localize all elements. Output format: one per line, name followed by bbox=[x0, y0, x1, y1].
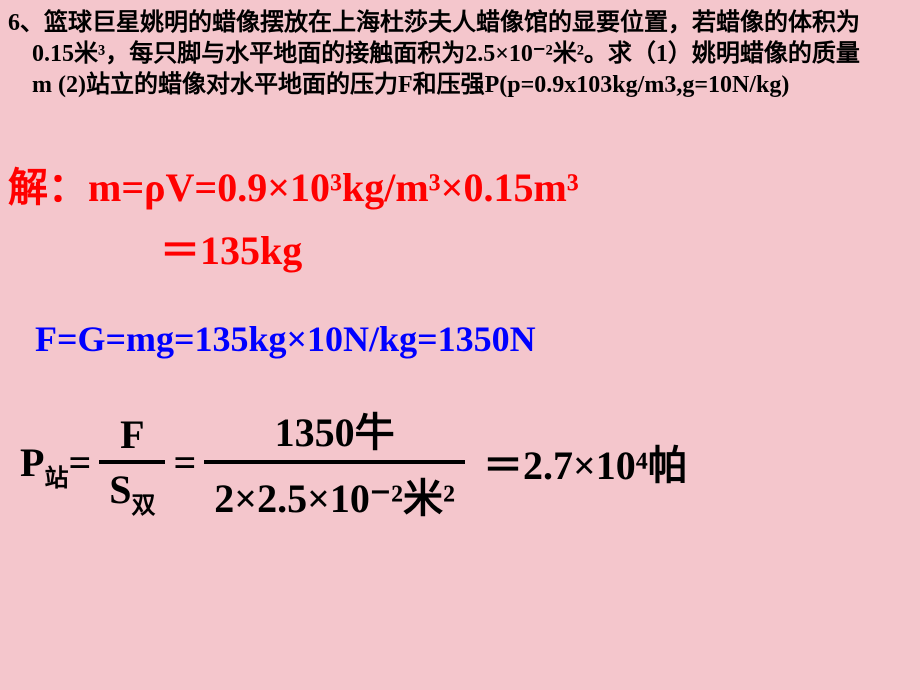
force-formula: F=G=mg=135kg×10N/kg=1350N bbox=[35, 318, 536, 360]
pressure-result: 2.7×10⁴帕 bbox=[523, 433, 688, 491]
equals-1: = bbox=[68, 439, 91, 486]
frac1-denominator: S双 bbox=[99, 464, 165, 513]
equals-3: ＝ bbox=[483, 433, 523, 491]
solution-mass-result: ＝135kg bbox=[160, 218, 302, 276]
question-text: 6、篮球巨星姚明的蜡像摆放在上海杜莎夫人蜡像馆的显要位置，若蜡像的体积为 0.1… bbox=[8, 8, 900, 102]
frac2-denominator: 2×2.5×10⁻²米² bbox=[204, 464, 465, 524]
frac2-numerator: 1350牛 bbox=[265, 400, 405, 460]
question-line2: 0.15米³，每只脚与水平地面的接触面积为2.5×10⁻²米²。求（1）姚明蜡像… bbox=[32, 41, 860, 67]
question-line1: 篮球巨星姚明的蜡像摆放在上海杜莎夫人蜡像馆的显要位置，若蜡像的体积为 bbox=[44, 10, 860, 36]
pressure-formula: P站 = F S双 = 1350牛 2×2.5×10⁻²米² ＝ 2.7×10⁴… bbox=[20, 400, 688, 524]
p-subscript: 站 bbox=[44, 458, 68, 493]
fraction-fs: F S双 bbox=[99, 411, 165, 513]
equals-2: = bbox=[173, 439, 196, 486]
frac1-numerator: F bbox=[110, 411, 154, 460]
fraction-values: 1350牛 2×2.5×10⁻²米² bbox=[204, 400, 465, 524]
s-letter: S bbox=[109, 466, 131, 513]
question-number: 6、 bbox=[8, 10, 44, 36]
p-letter: P bbox=[20, 439, 44, 486]
pressure-symbol: P站 bbox=[20, 439, 68, 486]
question-line3: m (2)站立的蜡像对水平地面的压力F和压强P(p=0.9x103kg/m3,g… bbox=[32, 72, 789, 98]
s-subscript: 双 bbox=[131, 485, 155, 520]
solution-mass-formula: 解：m=ρV=0.9×10³kg/m³×0.15m³ bbox=[8, 155, 579, 213]
